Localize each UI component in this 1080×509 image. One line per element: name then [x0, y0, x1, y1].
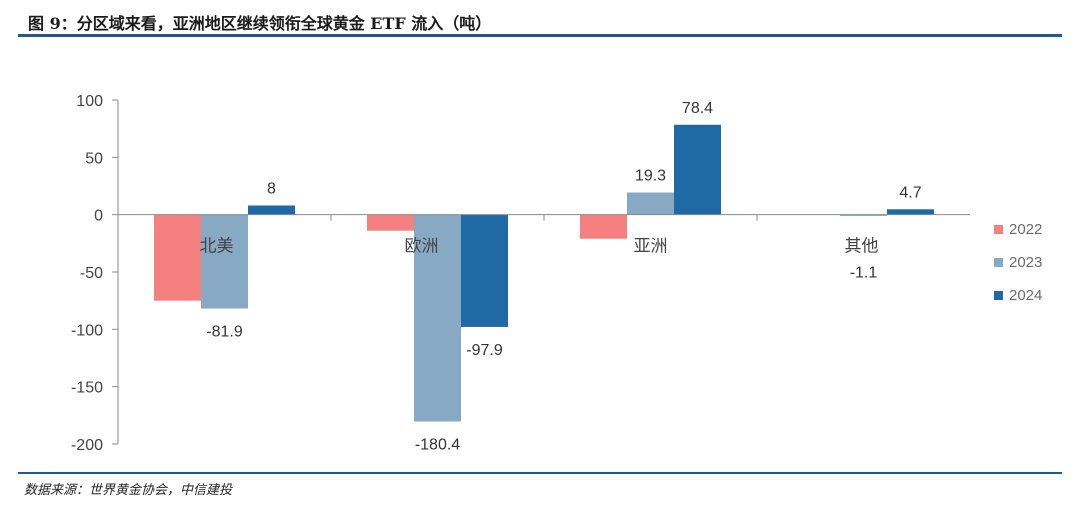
legend-item-2022: 2022: [994, 213, 1042, 246]
bar-2022-1: [367, 214, 414, 231]
bar-2023-2: [627, 192, 674, 215]
data-label: -1.1: [850, 265, 878, 282]
legend-item-2024: 2024: [994, 279, 1042, 312]
y-tick-label: -150: [71, 380, 103, 397]
data-label: -180.4: [415, 437, 460, 454]
y-tick-label: 50: [85, 150, 103, 167]
data-label: -97.9: [466, 342, 503, 359]
footer-rule: [18, 472, 1062, 474]
legend-swatch-2022: [994, 225, 1003, 234]
title-bar: 图 9：分区域来看，亚洲地区继续领衔全球黄金 ETF 流入（吨）: [18, 8, 1062, 37]
y-tick-label: -200: [71, 437, 103, 454]
y-tick-label: -50: [80, 265, 103, 282]
category-label: 亚洲: [634, 237, 668, 257]
data-label: -81.9: [206, 324, 243, 341]
bar-2024-1: [461, 214, 508, 327]
legend-swatch-2023: [994, 258, 1003, 267]
source-note: 数据来源：世界黄金协会，中信建投: [24, 483, 233, 498]
bar-2024-2: [674, 124, 721, 215]
y-tick-label: 100: [76, 93, 103, 110]
legend-label-2023: 2023: [1009, 254, 1043, 271]
data-label: 19.3: [635, 168, 666, 185]
data-label: 8: [267, 180, 276, 197]
legend-label-2024: 2024: [1009, 287, 1043, 304]
category-label: 其他: [845, 237, 879, 257]
category-label: 欧洲: [405, 237, 439, 257]
data-label: 78.4: [682, 100, 713, 117]
bar-2022-2: [580, 214, 627, 239]
category-label: 北美: [200, 237, 234, 257]
bar-2022-0: [154, 214, 201, 301]
legend-label-2022: 2022: [1009, 221, 1043, 238]
legend-swatch-2024: [994, 291, 1003, 300]
chart-title: 图 9：分区域来看，亚洲地区继续领衔全球黄金 ETF 流入（吨）: [28, 14, 492, 33]
bar-2023-1: [414, 214, 461, 422]
bar-2024-0: [248, 205, 295, 215]
data-label: 4.7: [899, 184, 921, 201]
legend-item-2023: 2023: [994, 246, 1042, 279]
title-rule: [18, 34, 1062, 37]
legend: 2022 2023 2024: [994, 213, 1042, 312]
bar-2024-3: [887, 209, 934, 215]
bar-2023-3: [840, 214, 887, 216]
y-tick-label: -100: [71, 322, 103, 339]
bar-2023-0: [201, 214, 248, 309]
y-tick-label: 0: [94, 208, 103, 225]
